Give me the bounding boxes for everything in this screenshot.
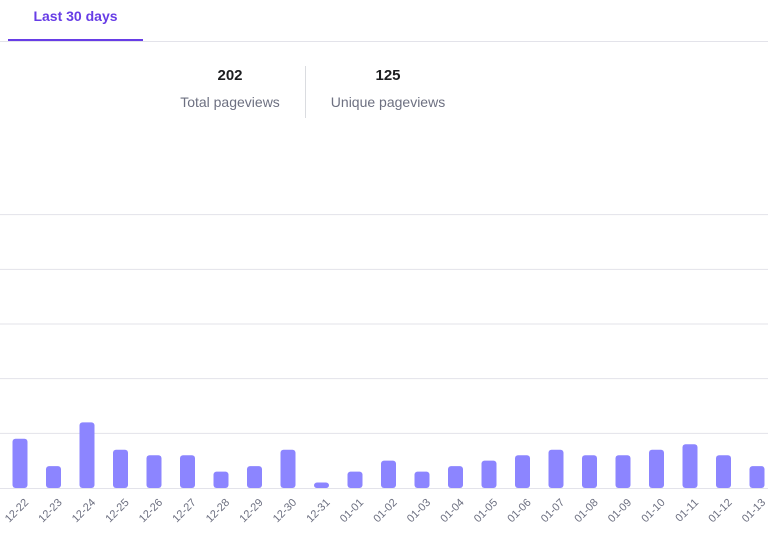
bar-01-12[interactable] <box>716 455 731 488</box>
bar-01-06[interactable] <box>515 455 530 488</box>
bar-01-02[interactable] <box>381 460 396 488</box>
total-pageviews-label: Total pageviews <box>180 94 280 110</box>
x-tick-label: 01-02 <box>371 497 399 525</box>
pageviews-bar-chart: 12-22 12-23 12-24 12-25 12-26 12-27 12-28 12-29… <box>0 150 768 538</box>
bar-12-25[interactable] <box>113 449 128 488</box>
total-pageviews-value: 202 <box>217 67 243 84</box>
period-tabs: Last 30 days <box>0 0 768 42</box>
x-tick-label: 12-30 <box>271 497 299 525</box>
bar-01-04[interactable] <box>448 466 463 488</box>
x-tick-label: 01-12 <box>706 497 734 525</box>
x-tick-label: 01-01 <box>338 497 366 525</box>
bar-01-05[interactable] <box>481 460 497 488</box>
bar-01-09[interactable] <box>615 455 631 488</box>
bar-01-03[interactable] <box>414 471 430 488</box>
bar-12-28[interactable] <box>213 471 229 488</box>
bar-01-07[interactable] <box>548 449 564 488</box>
x-tick-label: 01-04 <box>438 497 466 525</box>
x-tick-label: 12-31 <box>304 497 332 525</box>
bar-12-23[interactable] <box>46 466 61 488</box>
bar-layer <box>12 422 765 488</box>
unique-pageviews-value: 125 <box>375 67 401 84</box>
tick-layer: 12-22 12-23 12-24 12-25 12-26 12-27 12-28 12-29… <box>3 497 768 525</box>
bar-01-13[interactable] <box>749 466 765 488</box>
x-tick-label: 01-08 <box>572 497 600 525</box>
bar-12-24[interactable] <box>79 422 95 488</box>
bar-12-22[interactable] <box>12 438 28 488</box>
x-tick-label: 12-26 <box>137 497 165 525</box>
unique-pageviews-label: Unique pageviews <box>330 94 446 110</box>
x-tick-label: 01-05 <box>472 497 500 525</box>
bar-01-08[interactable] <box>582 455 597 488</box>
bar-12-27[interactable] <box>180 455 195 488</box>
x-tick-label: 01-07 <box>539 497 567 525</box>
bar-12-31[interactable] <box>314 482 329 488</box>
chart-svg: 12-22 12-23 12-24 12-25 12-26 12-27 12-28 12-29… <box>0 214 768 525</box>
bar-12-30[interactable] <box>280 449 296 488</box>
x-tick-label: 12-23 <box>36 497 64 525</box>
x-tick-label: 01-09 <box>606 497 634 525</box>
x-tick-label: 01-11 <box>673 497 701 525</box>
grid-layer <box>0 214 768 489</box>
stats-divider <box>305 66 306 118</box>
bar-12-29[interactable] <box>247 466 262 488</box>
x-tick-label: 12-25 <box>103 497 131 525</box>
bar-01-01[interactable] <box>347 471 363 488</box>
tab-label: Last 30 days <box>33 7 118 24</box>
x-tick-label: 12-29 <box>237 497 265 525</box>
unique-pageviews-stat: 125 Unique pageviews <box>313 64 463 116</box>
x-tick-label: 12-28 <box>204 497 232 525</box>
tab-last-30-days[interactable]: Last 30 days <box>8 0 143 41</box>
bar-01-11[interactable] <box>682 444 698 488</box>
x-tick-label: 12-22 <box>3 497 31 525</box>
stats-summary: 202 Total pageviews 125 Unique pageviews <box>0 64 768 120</box>
x-tick-label: 01-13 <box>740 497 768 525</box>
x-tick-label: 01-03 <box>405 497 433 525</box>
bar-12-26[interactable] <box>146 455 162 488</box>
total-pageviews-stat: 202 Total pageviews <box>155 64 305 116</box>
x-tick-label: 01-10 <box>639 497 667 525</box>
x-tick-label: 01-06 <box>505 497 533 525</box>
x-tick-label: 12-27 <box>170 497 198 525</box>
bar-01-10[interactable] <box>649 449 664 488</box>
x-tick-label: 12-24 <box>70 497 98 525</box>
